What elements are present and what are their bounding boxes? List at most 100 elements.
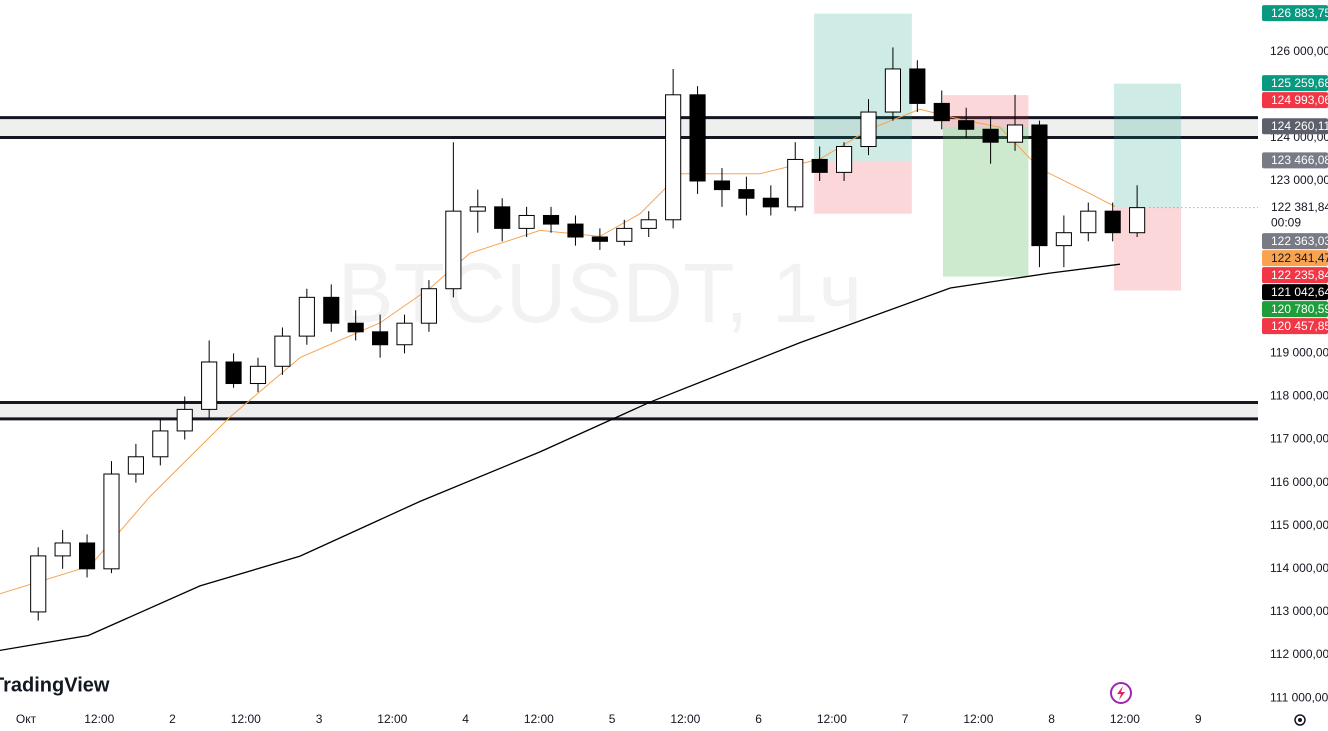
candle-body xyxy=(347,322,364,333)
price-tag-label: 125 259,68 xyxy=(1271,76,1328,90)
moving-average xyxy=(0,263,1121,652)
candle-body xyxy=(762,197,779,208)
x-tick-label: 12:00 xyxy=(817,712,847,726)
profit-zone xyxy=(942,126,1029,277)
candle-body xyxy=(1055,232,1072,247)
y-tick-label: 117 000,00 xyxy=(1270,432,1328,446)
candle-body xyxy=(30,555,47,613)
price-tag-label: 122 341,47 xyxy=(1271,251,1328,265)
candle-body xyxy=(640,219,657,229)
y-tick-label: 123 000,00 xyxy=(1270,173,1328,187)
loss-zone xyxy=(1113,207,1182,291)
brand-logo: TradingView xyxy=(0,674,110,696)
candle-body xyxy=(811,158,828,173)
candle-body xyxy=(469,206,486,212)
candle-body xyxy=(982,128,999,143)
price-tag-label: 122 363,03 xyxy=(1271,234,1328,248)
x-tick-label: 12:00 xyxy=(231,712,261,726)
candle-body xyxy=(787,158,804,208)
price-tag xyxy=(1262,250,1328,267)
x-tick-label: 2 xyxy=(169,712,176,726)
y-tick-label: 113 000,00 xyxy=(1270,604,1328,618)
candle-body xyxy=(396,322,413,346)
y-tick-label: 118 000,00 xyxy=(1270,389,1328,403)
x-tick-label: 12:00 xyxy=(963,712,993,726)
price-tag xyxy=(1262,5,1328,22)
candle-body xyxy=(884,68,901,113)
candle-body xyxy=(1031,124,1048,247)
candle-body xyxy=(127,456,144,475)
price-tag xyxy=(1262,92,1328,109)
price-tag-label: 121 042,64 xyxy=(1271,285,1328,299)
x-tick-label: 7 xyxy=(902,712,909,726)
price-tag xyxy=(1262,118,1328,135)
profit-zone xyxy=(1113,83,1182,208)
y-tick-label: 114 000,00 xyxy=(1270,561,1328,575)
candle-body xyxy=(1104,210,1121,234)
price-tag-label: 124 993,06 xyxy=(1271,93,1328,107)
x-tick-label: 9 xyxy=(1195,712,1202,726)
loss-zone xyxy=(942,95,1029,127)
x-tick-label: 5 xyxy=(609,712,616,726)
price-tag xyxy=(1262,301,1328,318)
candle-body xyxy=(689,94,706,182)
candle-body xyxy=(713,180,731,191)
x-tick-label: 6 xyxy=(755,712,762,726)
x-tick-label: Окт xyxy=(16,712,37,726)
price-tag-label: 122 235,84 xyxy=(1271,268,1328,282)
price-tag-label: 122 381,84 xyxy=(1271,200,1328,214)
candle-body xyxy=(933,102,950,122)
moving-average xyxy=(0,108,1116,595)
y-tick-label: 119 000,00 xyxy=(1270,346,1328,360)
price-tag xyxy=(1262,318,1328,335)
candle-body xyxy=(152,430,169,458)
candle-body xyxy=(249,365,267,385)
price-tag-label: 126 883,75 xyxy=(1271,6,1328,20)
candle-body xyxy=(274,335,291,367)
price-tag xyxy=(1262,152,1328,169)
candle-body xyxy=(1129,207,1146,234)
x-tick-label: 12:00 xyxy=(377,712,407,726)
candle-body xyxy=(542,214,560,225)
support-zone xyxy=(0,117,1258,138)
x-tick-label: 12:00 xyxy=(84,712,114,726)
x-tick-label: 12:00 xyxy=(670,712,700,726)
price-tag-label: 120 780,59 xyxy=(1271,302,1328,316)
x-tick-label: 12:00 xyxy=(1110,712,1140,726)
candle-body xyxy=(567,223,584,238)
candle-body xyxy=(518,214,535,229)
candle-body xyxy=(78,542,96,570)
candle-body xyxy=(103,473,120,570)
candle-body xyxy=(1080,210,1097,234)
loss-zone xyxy=(814,160,912,214)
candle-body xyxy=(1006,124,1024,143)
candle-body xyxy=(372,331,389,346)
price-tag xyxy=(1262,267,1328,284)
y-tick-label: 112 000,00 xyxy=(1270,647,1328,661)
y-tick-label: 126 000,00 xyxy=(1270,44,1328,58)
price-tag-label: 120 457,85 xyxy=(1271,319,1328,333)
x-tick-label: 8 xyxy=(1048,712,1055,726)
candle-body xyxy=(54,542,71,557)
candle-body xyxy=(298,296,315,337)
candle-body xyxy=(323,296,340,324)
candle-body xyxy=(616,227,633,242)
candle-body xyxy=(665,94,682,221)
y-tick-label: 116 000,00 xyxy=(1270,475,1328,489)
price-tag xyxy=(1262,75,1328,92)
x-tick-label: 4 xyxy=(462,712,469,726)
price-tag-label: 123 466,08 xyxy=(1271,153,1328,167)
y-tick-label: 111 000,00 xyxy=(1270,690,1328,704)
price-tag xyxy=(1262,284,1328,301)
candle-body xyxy=(494,206,511,229)
lightning-icon[interactable] xyxy=(1110,682,1132,704)
price-tag xyxy=(1262,233,1328,250)
candle-body xyxy=(591,236,608,242)
x-tick-label: 12:00 xyxy=(524,712,554,726)
candle-body xyxy=(176,408,193,432)
candle-body xyxy=(738,189,755,199)
candle-body xyxy=(201,361,218,410)
settings-icon[interactable] xyxy=(1294,714,1306,726)
candle-body xyxy=(836,146,853,173)
